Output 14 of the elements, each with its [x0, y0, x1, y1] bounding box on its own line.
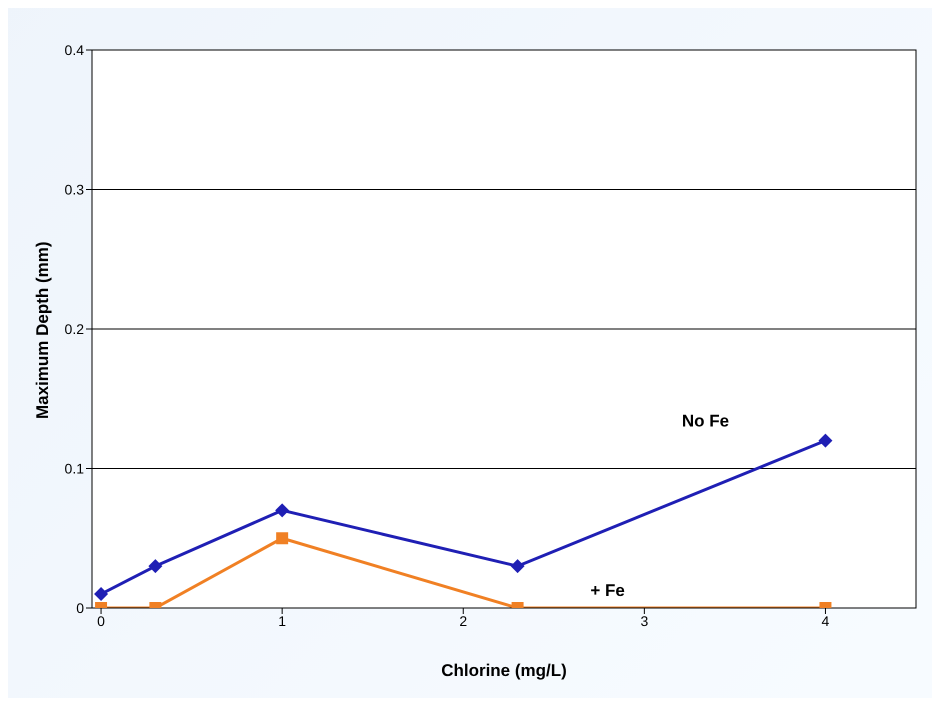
- x-tick-label: 1: [278, 612, 286, 629]
- text: No Fe: [682, 412, 730, 431]
- x-axis-title: Chlorine (mg/L): [441, 661, 567, 680]
- x-tick-label: 0: [97, 612, 106, 629]
- y-tick-label: 0.4: [64, 42, 84, 58]
- y-tick-label: 0.1: [64, 460, 84, 476]
- x-tick-label: 4: [822, 612, 830, 629]
- y-tick-label: 0.2: [64, 320, 84, 337]
- y-axis-title: Maximum Depth (mm): [33, 241, 52, 419]
- x-tick-label: 2: [459, 612, 468, 629]
- y-tick-label: 0.3: [64, 181, 84, 198]
- series-label: + Fe: [590, 581, 625, 600]
- y-tick-label: 0: [76, 600, 84, 616]
- x-tick-label: 3: [640, 612, 648, 629]
